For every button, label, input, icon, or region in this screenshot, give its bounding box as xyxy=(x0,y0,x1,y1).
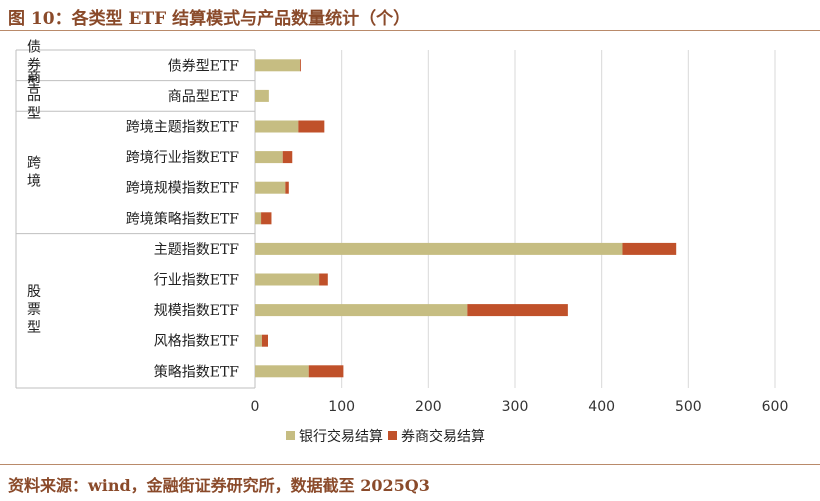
bar-bank-settlement xyxy=(255,334,262,347)
bar-bank-settlement xyxy=(255,212,262,225)
bar-bank-settlement xyxy=(255,242,623,255)
bar-broker-settlement xyxy=(261,334,268,347)
bar-bank-settlement xyxy=(255,120,299,133)
bar-bank-settlement xyxy=(255,89,269,102)
group-label-3: 股票型 xyxy=(27,284,41,336)
bar-broker-settlement xyxy=(282,151,293,164)
bar-broker-settlement xyxy=(261,212,272,225)
bar-broker-settlement xyxy=(622,242,677,255)
category-label: 主题指数ETF xyxy=(154,242,240,258)
bars xyxy=(255,59,677,378)
grid-lines xyxy=(341,50,776,388)
legend: 银行交易结算 券商交易结算 xyxy=(286,428,485,445)
category-label: 跨境主题指数ETF xyxy=(126,120,240,136)
category-label: 跨境行业指数ETF xyxy=(126,150,240,166)
bar-bank-settlement xyxy=(255,365,309,378)
bar-broker-settlement xyxy=(298,120,325,133)
bar-broker-settlement xyxy=(308,365,344,378)
group-label-1: 商品型 xyxy=(27,70,41,122)
bar-broker-settlement xyxy=(285,181,289,194)
category-label: 行业指数ETF xyxy=(154,273,240,289)
category-label: 债券型ETF xyxy=(168,58,240,74)
bar-bank-settlement xyxy=(255,59,301,72)
bar-broker-settlement xyxy=(467,304,568,317)
source-rule xyxy=(0,464,820,465)
category-label: 跨境策略指数ETF xyxy=(126,210,240,227)
x-tick-label-100: 100 xyxy=(328,399,355,415)
category-label: 策略指数ETF xyxy=(154,363,240,380)
bar-broker-settlement xyxy=(300,59,301,72)
bar-broker-settlement xyxy=(319,273,328,286)
group-label-0: 债券型 xyxy=(27,39,41,91)
x-tick-label-500: 500 xyxy=(675,399,702,415)
x-tick-label-300: 300 xyxy=(502,399,529,415)
bar-bank-settlement xyxy=(255,304,468,317)
source-note: 资料来源：wind，金融街证券研究所，数据截至 2025Q3 xyxy=(8,476,430,495)
x-tick-label-600: 600 xyxy=(762,399,789,415)
legend-bank-settlement-swatch xyxy=(286,431,295,440)
category-label: 风格指数ETF xyxy=(154,334,240,350)
x-tick-label-400: 400 xyxy=(588,399,615,415)
legend-broker-settlement-swatch xyxy=(388,431,397,440)
bar-bank-settlement xyxy=(255,181,286,194)
category-label: 规模指数ETF xyxy=(154,303,240,319)
category-label: 商品型ETF xyxy=(168,89,240,105)
bar-bank-settlement xyxy=(255,273,320,286)
group-label-2: 跨境 xyxy=(27,155,41,189)
legend-broker-settlement-label: 券商交易结算 xyxy=(401,428,485,445)
x-tick-label-200: 200 xyxy=(415,399,442,415)
bar-bank-settlement xyxy=(255,151,283,164)
category-label: 跨境规模指数ETF xyxy=(126,181,240,197)
figure-title: 图 10：各类型 ETF 结算模式与产品数量统计（个） xyxy=(8,9,411,29)
x-tick-label-0: 0 xyxy=(251,399,260,415)
legend-bank-settlement-label: 银行交易结算 xyxy=(299,428,383,445)
title-rule xyxy=(0,30,820,31)
